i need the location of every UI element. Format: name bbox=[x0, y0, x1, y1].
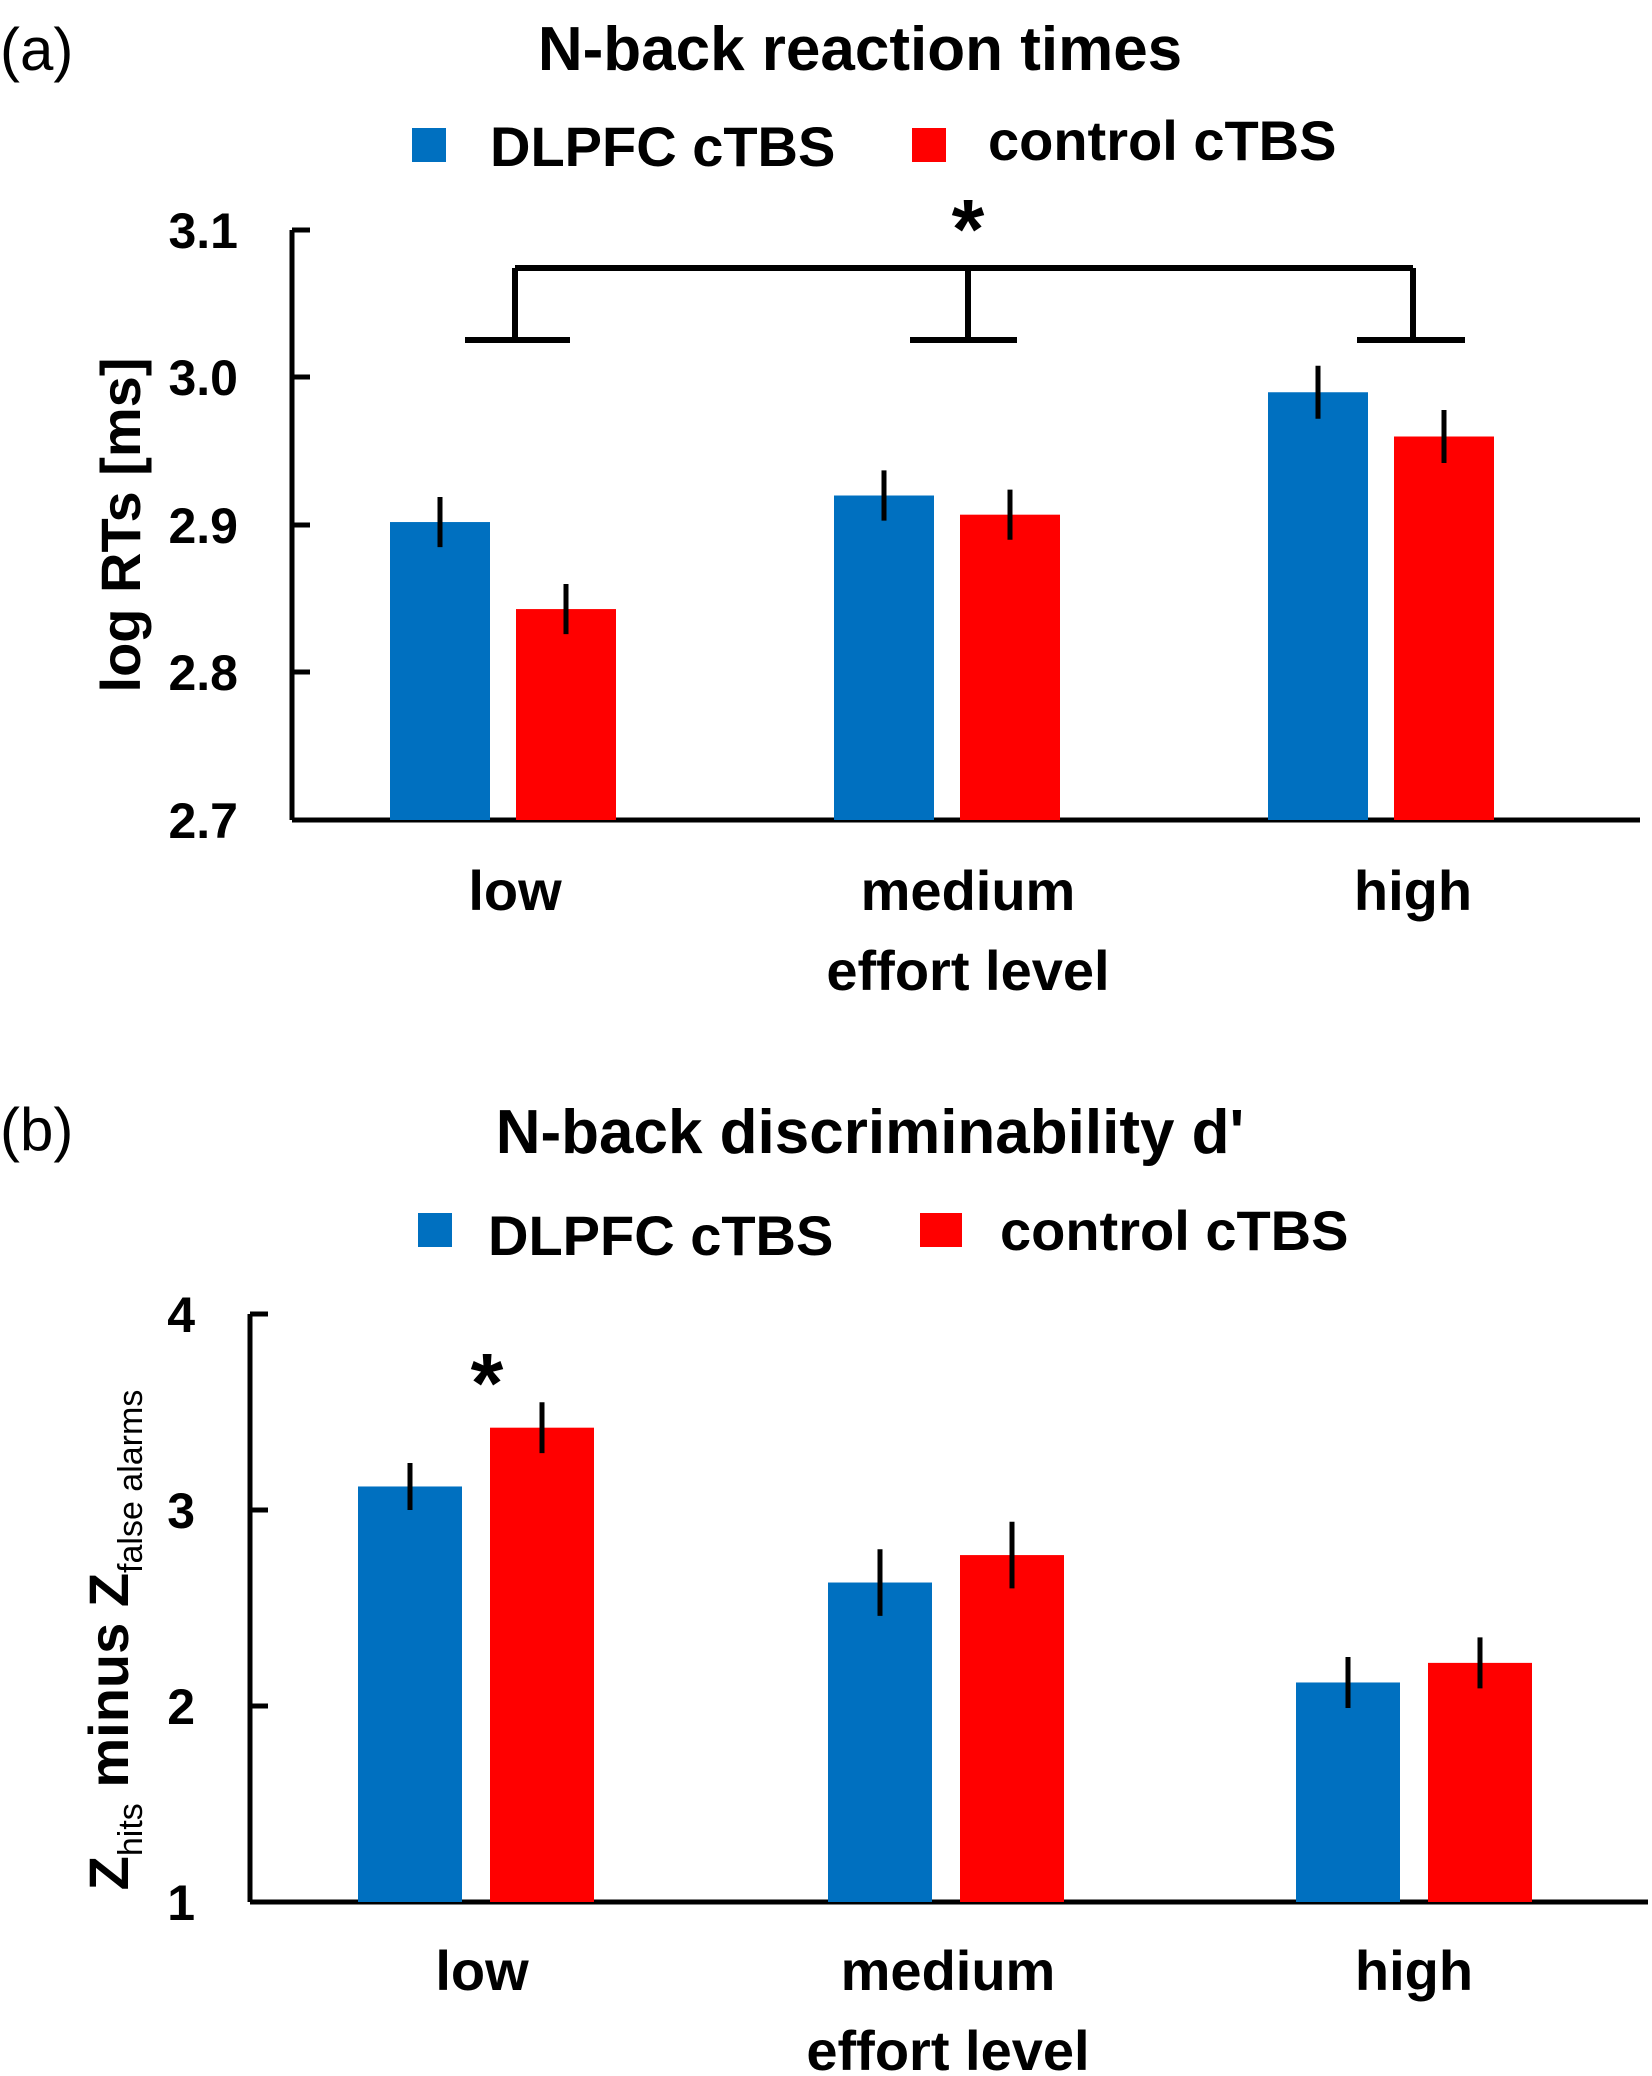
panel-b-xtick-label-medium: medium bbox=[841, 1939, 1056, 2002]
bar-b-low-dlpfc bbox=[358, 1486, 462, 1902]
legend-b-swatch-control bbox=[920, 1213, 962, 1247]
legend-a-label-control: control cTBS bbox=[988, 109, 1336, 172]
legend-a-swatch-control bbox=[912, 128, 946, 162]
bar-b-medium-control bbox=[960, 1555, 1064, 1902]
panel-b-title: N-back discriminability d' bbox=[496, 1098, 1245, 1167]
legend-a-label-dlpfc: DLPFC cTBS bbox=[490, 115, 835, 178]
panel-a-legend: DLPFC cTBS control cTBS bbox=[412, 109, 1336, 178]
bar-a-medium-dlpfc bbox=[834, 495, 934, 820]
panel-a-ytick-label-2-9: 2.9 bbox=[168, 498, 238, 554]
panel-b-ytick-label-4: 4 bbox=[167, 1287, 195, 1343]
legend-a-swatch-dlpfc bbox=[412, 128, 446, 162]
bar-b-high-control bbox=[1428, 1662, 1532, 1902]
bar-a-low-control bbox=[516, 609, 616, 820]
panel-a-significance-bracket: * bbox=[465, 182, 1465, 343]
panel-a-title: N-back reaction times bbox=[538, 15, 1182, 84]
legend-b-label-dlpfc: DLPFC cTBS bbox=[488, 1204, 833, 1267]
bracket-a-leg-medium bbox=[910, 268, 1017, 343]
panel-a-ytick-label-3-0: 3.0 bbox=[168, 350, 238, 406]
panel-b-legend: DLPFC cTBS control cTBS bbox=[418, 1199, 1348, 1267]
significance-star-a: * bbox=[952, 182, 985, 276]
panel-b-label: (b) bbox=[0, 1096, 73, 1163]
bar-a-high-dlpfc bbox=[1268, 392, 1368, 820]
panel-b-xtick-label-low: low bbox=[435, 1939, 529, 2002]
panel-a-xtick-label-low: low bbox=[468, 859, 562, 922]
panel-a: (a) N-back reaction times DLPFC cTBS con… bbox=[0, 15, 1640, 1002]
significance-star-b: * bbox=[471, 1336, 504, 1430]
panel-a-x-axis-title: effort level bbox=[826, 939, 1109, 1002]
panel-a-y-axis-title: log RTs [ms] bbox=[89, 358, 152, 693]
panel-b-xtick-label-high: high bbox=[1355, 1939, 1473, 2002]
bar-a-high-control bbox=[1394, 436, 1494, 820]
panel-b-ytick-label-1: 1 bbox=[167, 1875, 195, 1931]
y-title-b-z: Z bbox=[77, 1856, 140, 1890]
y-title-b-middle: minus Z bbox=[77, 1573, 140, 1803]
panel-b: (b) N-back discriminability d' DLPFC cTB… bbox=[0, 1096, 1648, 2076]
y-title-b-sub-hits: hits bbox=[112, 1803, 150, 1856]
panel-b-ytick-label-2: 2 bbox=[167, 1679, 195, 1735]
legend-b-label-control: control cTBS bbox=[1000, 1199, 1348, 1262]
panel-a-ytick-label-2-7: 2.7 bbox=[168, 793, 238, 849]
panel-b-y-axis-title: Zhits minus Zfalse alarms bbox=[77, 1390, 150, 1891]
bar-b-high-dlpfc bbox=[1296, 1682, 1400, 1902]
panel-b-ytick-label-3: 3 bbox=[167, 1483, 195, 1539]
bracket-a-leg-high bbox=[1357, 268, 1465, 343]
bar-a-low-dlpfc bbox=[390, 522, 490, 820]
bracket-a-leg-low bbox=[465, 268, 570, 343]
panel-a-xtick-label-medium: medium bbox=[861, 859, 1076, 922]
panel-a-ytick-label-2-8: 2.8 bbox=[168, 645, 238, 701]
panel-a-label: (a) bbox=[0, 16, 73, 83]
legend-b-swatch-dlpfc bbox=[418, 1213, 452, 1247]
panel-b-x-axis-title: effort level bbox=[806, 2019, 1089, 2076]
bar-b-low-control bbox=[490, 1427, 594, 1902]
panel-a-xtick-label-high: high bbox=[1354, 859, 1472, 922]
y-title-b-sub-false-alarms: false alarms bbox=[112, 1390, 150, 1573]
bar-a-medium-control bbox=[960, 514, 1060, 820]
bar-b-medium-dlpfc bbox=[828, 1582, 932, 1902]
panel-a-ytick-label-3-1: 3.1 bbox=[168, 203, 238, 259]
